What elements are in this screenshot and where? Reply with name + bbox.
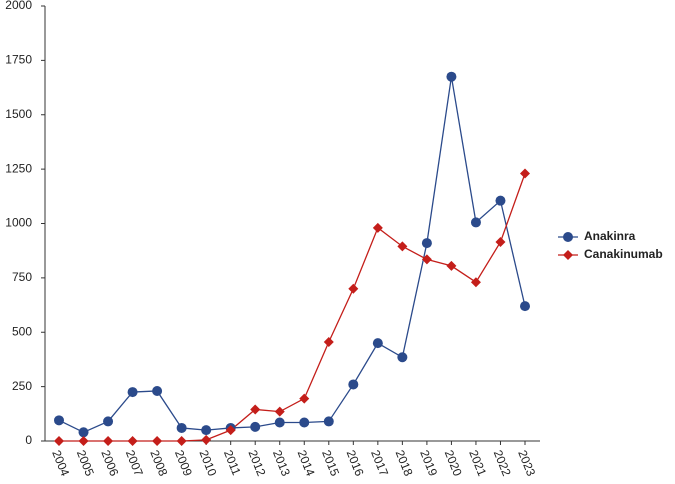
data-point — [78, 427, 89, 438]
data-point — [446, 260, 457, 271]
x-tick-label: 2008 — [147, 448, 170, 478]
data-point — [225, 425, 236, 436]
legend-marker — [563, 250, 573, 260]
data-point — [127, 436, 138, 446]
data-point — [250, 421, 261, 432]
data-point — [274, 406, 285, 417]
x-tick-label: 2019 — [417, 448, 440, 478]
data-point — [446, 71, 457, 82]
x-tick-label: 2014 — [295, 448, 318, 478]
y-tick-label: 1250 — [5, 161, 32, 175]
data-point — [495, 236, 506, 247]
x-tick-label: 2017 — [368, 448, 391, 478]
y-tick-label: 1000 — [5, 216, 32, 230]
x-tick-label: 2023 — [515, 448, 538, 478]
data-point — [323, 416, 334, 427]
data-point — [176, 436, 187, 446]
data-point — [103, 416, 114, 427]
data-point — [152, 385, 163, 396]
y-tick-label: 750 — [12, 270, 32, 284]
x-tick-label: 2004 — [49, 448, 72, 478]
x-tick-label: 2022 — [491, 448, 514, 478]
data-point — [54, 415, 64, 426]
data-point — [397, 352, 408, 363]
legend: Anakinra Canakinumab — [558, 229, 663, 261]
x-tick-label: 2018 — [393, 448, 416, 478]
data-point — [421, 254, 432, 265]
data-point — [348, 379, 359, 390]
x-tick-label: 2011 — [221, 448, 244, 477]
x-tick-label: 2007 — [123, 448, 146, 478]
data-point — [470, 217, 481, 228]
x-tick-label: 2012 — [245, 448, 268, 478]
data-point — [470, 277, 481, 288]
data-point — [250, 404, 261, 415]
data-point — [152, 436, 163, 446]
y-tick-label: 250 — [12, 379, 32, 393]
data-point — [495, 195, 506, 206]
data-point — [176, 422, 187, 433]
data-point — [520, 168, 530, 179]
x-tick-label: 2006 — [98, 448, 121, 478]
data-point — [348, 283, 359, 294]
data-point — [103, 436, 114, 446]
y-tick-label: 1750 — [5, 53, 32, 67]
x-tick-label: 2013 — [270, 448, 293, 478]
data-point — [299, 417, 310, 428]
x-tick-label: 2010 — [196, 448, 219, 478]
x-tick-label: 2015 — [319, 448, 342, 478]
data-point — [372, 222, 383, 233]
legend-label: Anakinra — [584, 229, 636, 243]
data-point — [323, 337, 334, 348]
legend-marker — [563, 232, 573, 242]
x-tick-label: 2005 — [74, 448, 97, 478]
data-point — [201, 434, 212, 445]
data-point — [201, 425, 212, 436]
x-tick-label: 2021 — [466, 448, 489, 478]
data-point — [78, 436, 89, 446]
data-point — [520, 301, 530, 312]
x-tick-label: 2016 — [344, 448, 367, 478]
data-point — [397, 241, 408, 252]
y-tick-label: 2000 — [5, 0, 32, 12]
series-line — [59, 173, 526, 442]
data-point — [127, 387, 138, 398]
data-point — [274, 417, 285, 428]
data-point — [54, 436, 64, 446]
x-tick-label: 2009 — [172, 448, 195, 478]
data-point — [372, 338, 383, 349]
legend-label: Canakinumab — [584, 247, 663, 261]
y-tick-label: 0 — [25, 433, 32, 447]
x-tick-label: 2020 — [442, 448, 465, 478]
data-point — [299, 393, 310, 404]
series-line — [58, 76, 526, 434]
data-point — [421, 238, 432, 249]
y-tick-label: 1500 — [5, 107, 32, 121]
y-tick-label: 500 — [12, 324, 32, 338]
